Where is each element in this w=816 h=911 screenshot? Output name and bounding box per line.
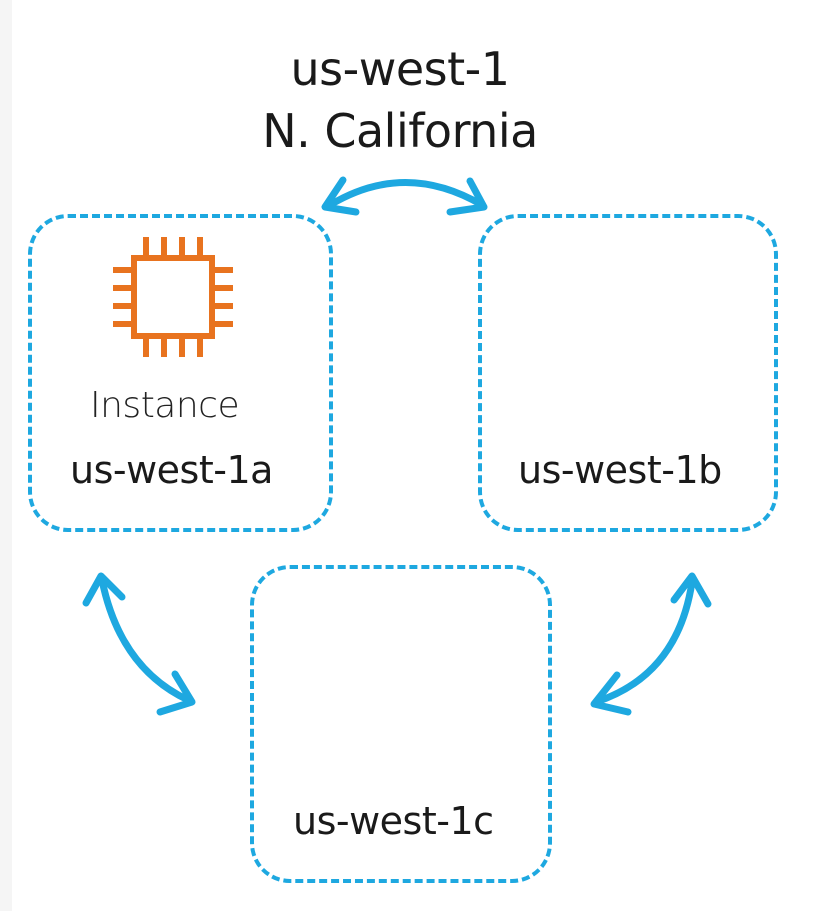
left-edge-strip (0, 0, 12, 911)
ec2-instance-chip-icon (113, 237, 233, 357)
zone-c-label: us-west-1c (293, 799, 494, 843)
zone-b-label: us-west-1b (518, 448, 722, 492)
zone-a-label: us-west-1a (70, 448, 273, 492)
availability-zone-c-box (250, 565, 552, 883)
region-code: us-west-1 (290, 42, 510, 96)
arrow-1a-1b (321, 176, 488, 216)
arrow-1b-1c (590, 572, 712, 716)
arrow-1a-1c (82, 572, 196, 716)
availability-zone-a-box (28, 214, 333, 532)
availability-zone-b-box (478, 214, 778, 532)
region-name: N. California (262, 104, 538, 158)
instance-label: Instance (90, 385, 240, 426)
region-title: us-west-1 N. California (200, 38, 600, 162)
